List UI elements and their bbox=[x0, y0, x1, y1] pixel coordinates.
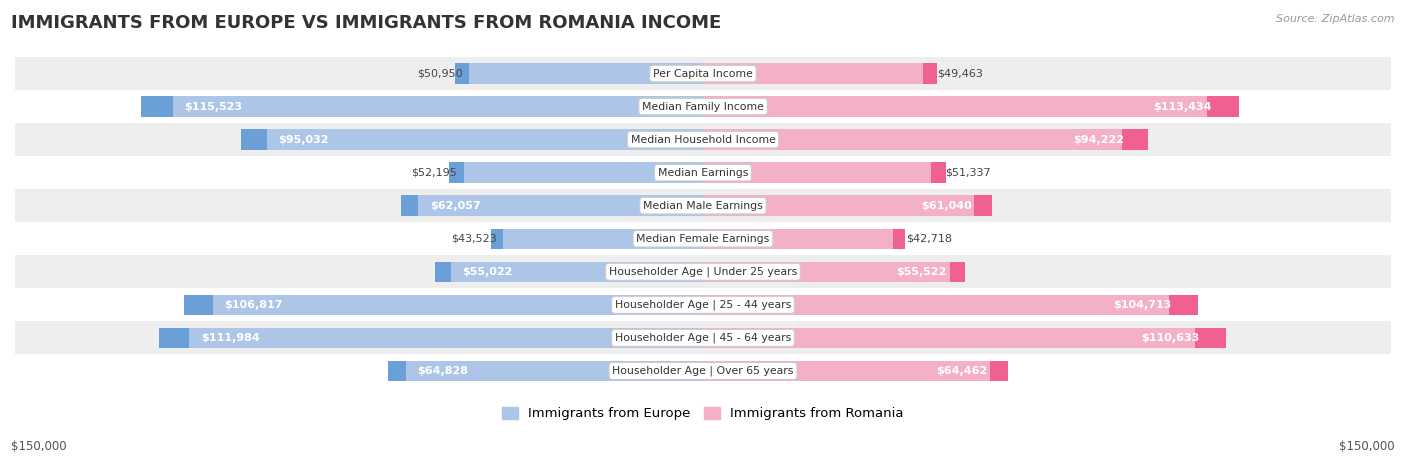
Text: Householder Age | Under 25 years: Householder Age | Under 25 years bbox=[609, 267, 797, 277]
Text: $50,950: $50,950 bbox=[416, 69, 463, 78]
Bar bbox=[703, 64, 929, 84]
Bar bbox=[703, 262, 957, 282]
Bar bbox=[142, 96, 173, 117]
Bar bbox=[159, 328, 190, 348]
Bar bbox=[419, 196, 703, 216]
Text: $43,523: $43,523 bbox=[451, 234, 496, 244]
Text: $150,000: $150,000 bbox=[11, 440, 67, 453]
Text: Source: ZipAtlas.com: Source: ZipAtlas.com bbox=[1277, 14, 1395, 24]
Text: $106,817: $106,817 bbox=[225, 300, 283, 310]
Text: $51,337: $51,337 bbox=[945, 168, 991, 177]
Text: Householder Age | 45 - 64 years: Householder Age | 45 - 64 years bbox=[614, 333, 792, 343]
Text: $64,828: $64,828 bbox=[418, 366, 468, 376]
Bar bbox=[406, 361, 703, 381]
Text: $62,057: $62,057 bbox=[430, 201, 481, 211]
Bar bbox=[470, 64, 703, 84]
Text: Median Household Income: Median Household Income bbox=[630, 134, 776, 145]
Text: $64,462: $64,462 bbox=[936, 366, 987, 376]
Text: $111,984: $111,984 bbox=[201, 333, 260, 343]
Text: $55,522: $55,522 bbox=[896, 267, 946, 277]
Bar bbox=[184, 295, 214, 315]
Bar bbox=[1208, 96, 1239, 117]
Bar bbox=[456, 64, 470, 84]
Bar bbox=[388, 361, 406, 381]
Text: Per Capita Income: Per Capita Income bbox=[652, 69, 754, 78]
Text: $61,040: $61,040 bbox=[921, 201, 972, 211]
Legend: Immigrants from Europe, Immigrants from Romania: Immigrants from Europe, Immigrants from … bbox=[502, 407, 904, 420]
Text: $150,000: $150,000 bbox=[1339, 440, 1395, 453]
Bar bbox=[15, 123, 1391, 156]
Bar bbox=[464, 163, 703, 183]
Text: Median Male Earnings: Median Male Earnings bbox=[643, 201, 763, 211]
Text: $113,434: $113,434 bbox=[1153, 102, 1212, 112]
Bar bbox=[267, 129, 703, 150]
Text: IMMIGRANTS FROM EUROPE VS IMMIGRANTS FROM ROMANIA INCOME: IMMIGRANTS FROM EUROPE VS IMMIGRANTS FRO… bbox=[11, 14, 721, 32]
Bar bbox=[703, 328, 1211, 348]
Text: $110,633: $110,633 bbox=[1140, 333, 1199, 343]
Bar bbox=[950, 262, 966, 282]
Bar bbox=[974, 196, 991, 216]
Bar bbox=[990, 361, 1008, 381]
Bar bbox=[893, 228, 905, 249]
Bar bbox=[240, 129, 267, 150]
Text: $115,523: $115,523 bbox=[184, 102, 243, 112]
Text: $104,713: $104,713 bbox=[1114, 300, 1171, 310]
Text: Householder Age | 25 - 44 years: Householder Age | 25 - 44 years bbox=[614, 299, 792, 310]
Bar bbox=[922, 64, 936, 84]
Bar bbox=[703, 96, 1223, 117]
Bar bbox=[491, 228, 503, 249]
Bar bbox=[15, 57, 1391, 90]
Bar bbox=[173, 96, 703, 117]
Bar bbox=[451, 262, 703, 282]
Bar bbox=[15, 90, 1391, 123]
Bar bbox=[190, 328, 703, 348]
Bar bbox=[703, 295, 1184, 315]
Bar bbox=[214, 295, 703, 315]
Bar bbox=[1122, 129, 1149, 150]
Bar bbox=[15, 255, 1391, 288]
Bar bbox=[703, 228, 898, 249]
Text: $52,195: $52,195 bbox=[411, 168, 457, 177]
Bar bbox=[1168, 295, 1198, 315]
Bar bbox=[15, 288, 1391, 321]
Text: $95,032: $95,032 bbox=[278, 134, 329, 145]
Text: $42,718: $42,718 bbox=[905, 234, 952, 244]
Bar bbox=[503, 228, 703, 249]
Bar bbox=[931, 163, 946, 183]
Text: Median Female Earnings: Median Female Earnings bbox=[637, 234, 769, 244]
Text: Householder Age | Over 65 years: Householder Age | Over 65 years bbox=[612, 366, 794, 376]
Bar bbox=[703, 129, 1135, 150]
Text: Median Earnings: Median Earnings bbox=[658, 168, 748, 177]
Bar bbox=[436, 262, 451, 282]
Bar bbox=[1195, 328, 1226, 348]
Text: Median Family Income: Median Family Income bbox=[643, 102, 763, 112]
Text: $49,463: $49,463 bbox=[936, 69, 983, 78]
Bar bbox=[15, 156, 1391, 189]
Bar bbox=[401, 196, 419, 216]
Text: $55,022: $55,022 bbox=[463, 267, 512, 277]
Bar bbox=[703, 361, 998, 381]
Bar bbox=[450, 163, 464, 183]
Text: $94,222: $94,222 bbox=[1073, 134, 1123, 145]
Bar bbox=[703, 163, 938, 183]
Bar bbox=[15, 321, 1391, 354]
Bar bbox=[15, 222, 1391, 255]
Bar bbox=[703, 196, 983, 216]
Bar bbox=[15, 189, 1391, 222]
Bar bbox=[15, 354, 1391, 388]
